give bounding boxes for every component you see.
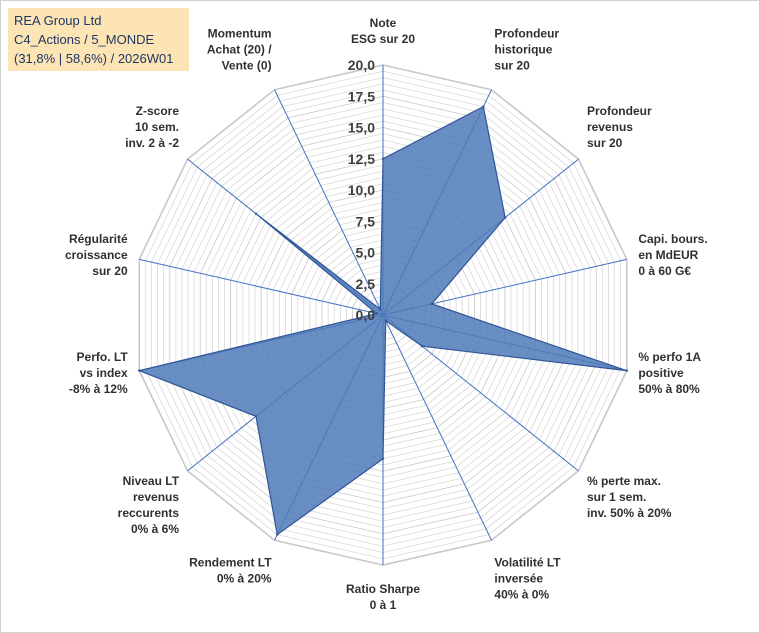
tick-label: 15,0 <box>348 120 375 136</box>
axis-label: Momentum Achat (20) / Vente (0) <box>207 26 272 72</box>
axis-label: Volatilité LT inversée 40% à 0% <box>494 556 561 602</box>
data-point <box>430 302 433 306</box>
data-point <box>375 312 379 315</box>
axis-spoke <box>274 89 384 316</box>
tick-label: 10,0 <box>348 182 375 198</box>
data-point <box>384 319 387 322</box>
data-point <box>625 369 628 372</box>
tick-label: 2,5 <box>356 276 376 292</box>
score-summary: (31,8% | 58,6%) / 2026W01 <box>14 51 174 66</box>
axis-label: Régularité croissance sur 20 <box>65 232 128 278</box>
axis-spoke <box>382 314 492 541</box>
axis-label: Z-score 10 sem. inv. 2 à -2 <box>125 104 179 150</box>
axis-label: Niveau LT revenus reccurents 0% à 6% <box>118 474 180 536</box>
tick-label: 7,5 <box>356 213 376 229</box>
category-path: C4_Actions / 5_MONDE <box>14 32 155 47</box>
tick-label: 0,0 <box>356 307 376 323</box>
axis-label: % perte max. sur 1 sem. inv. 50% à 20% <box>587 474 672 520</box>
info-box: REA Group Ltd C4_Actions / 5_MONDE (31,8… <box>8 8 189 71</box>
axis-label: % perfo 1A positive 50% à 80% <box>638 350 701 396</box>
data-point <box>503 216 507 219</box>
data-point <box>276 533 279 536</box>
axis-label: Profondeur historique sur 20 <box>494 26 559 72</box>
tick-label: 17,5 <box>348 88 375 104</box>
data-point <box>420 344 424 348</box>
axis-spoke <box>139 258 384 316</box>
data-point <box>138 369 141 372</box>
data-point <box>482 105 485 108</box>
data-point <box>381 457 385 460</box>
data-point <box>254 415 258 418</box>
axis-label: Note ESG sur 20 <box>351 16 415 46</box>
tick-label: 20,0 <box>348 57 375 73</box>
data-point <box>381 157 385 160</box>
axis-label: Perfo. LT vs index -8% à 12% <box>69 350 128 396</box>
axis-label: Ratio Sharpe 0 à 1 <box>346 582 420 612</box>
axis-label: Profondeur revenus sur 20 <box>587 104 652 150</box>
tick-label: 5,0 <box>356 245 376 261</box>
data-point <box>379 308 382 311</box>
data-point <box>254 212 258 215</box>
tick-label: 12,5 <box>348 151 375 167</box>
axis-label: Rendement LT 0% à 20% <box>189 556 272 586</box>
company-name: REA Group Ltd <box>14 13 102 28</box>
axis-label: Capi. bours. en MdEUR 0 à 60 G€ <box>638 232 707 278</box>
